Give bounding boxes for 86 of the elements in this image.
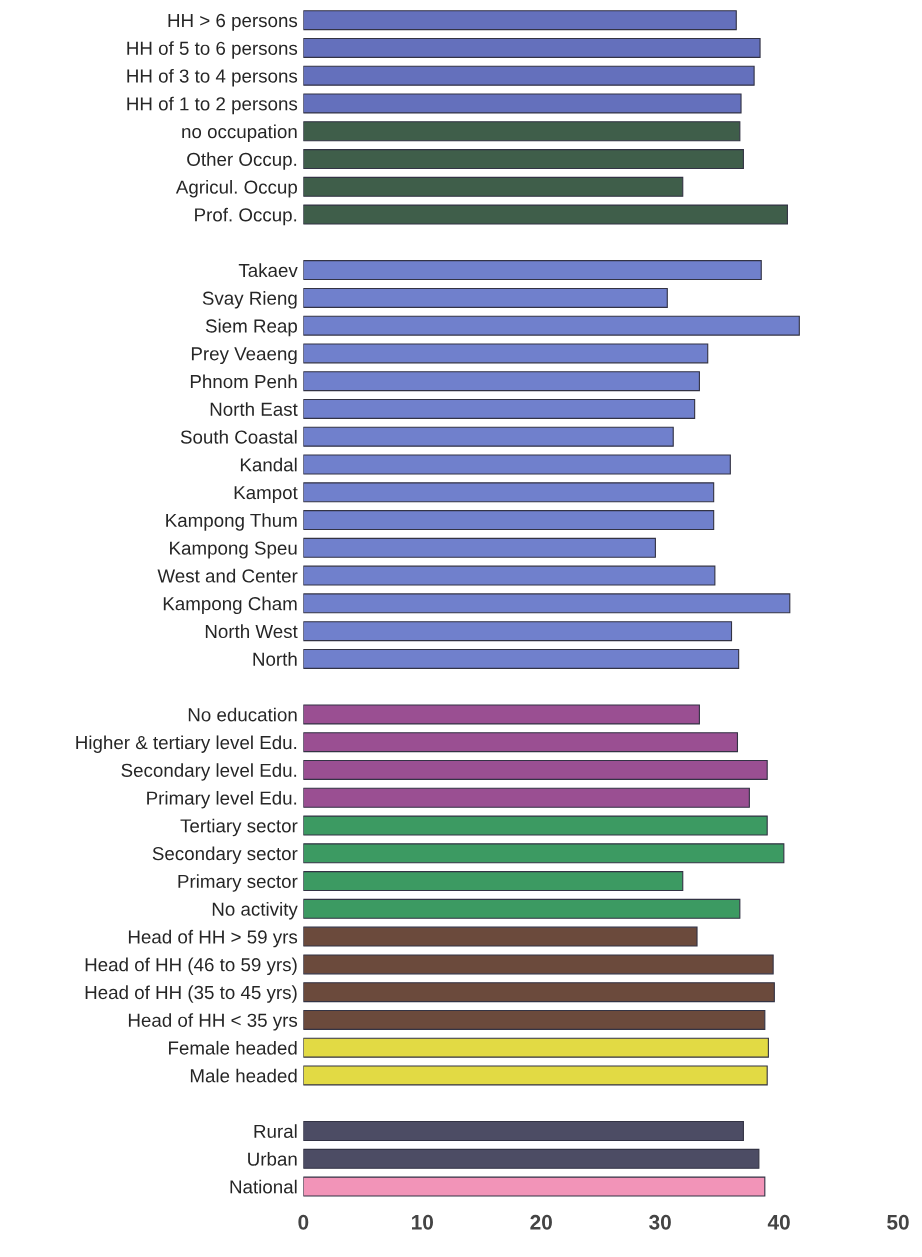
bar (303, 260, 762, 281)
bar (303, 537, 656, 558)
y-tick-label: Primary sector (178, 874, 298, 892)
bar (303, 1009, 766, 1030)
bar (303, 482, 715, 503)
y-tick-label: Primary level Edu. (147, 790, 297, 809)
bar (303, 565, 716, 586)
y-tick-label: Head of HH (46 to 59 yrs) (85, 957, 297, 976)
bar (303, 982, 775, 1003)
y-tick-label: Male headed (190, 1068, 297, 1083)
y-tick-label: Secondary sector (152, 846, 298, 864)
bar (303, 787, 750, 808)
x-tick-label: 20 (530, 1214, 552, 1230)
y-tick-label: HH of 3 to 4 persons (127, 68, 298, 87)
bar (303, 621, 733, 642)
bar (303, 871, 684, 892)
y-tick-label: Kampot (234, 486, 298, 503)
y-tick-label: Head of HH (35 to 45 yrs) (85, 985, 297, 1003)
x-tick-label: 40 (767, 1214, 790, 1230)
bar (303, 176, 684, 197)
bar (303, 10, 737, 31)
bar (303, 149, 744, 170)
bar (303, 593, 791, 614)
y-tick-label: Siem Reap (205, 318, 297, 337)
y-tick-label: Prey Veaeng (191, 347, 297, 365)
bar (303, 759, 768, 780)
bar (303, 371, 700, 392)
y-tick-label: Kampong Thum (166, 513, 297, 531)
y-tick-label: Kampong Cham (163, 596, 297, 615)
y-tick-label: Takaev (238, 263, 298, 278)
bar (303, 315, 800, 336)
y-tick-label: Higher & tertiary level Edu. (76, 735, 297, 753)
bar (303, 1037, 769, 1058)
bar (303, 1065, 768, 1086)
y-tick-label: Rural (254, 1124, 297, 1138)
y-tick-label: Head of HH < 35 yrs (128, 1013, 298, 1031)
bar (303, 1176, 766, 1197)
bar (303, 121, 741, 142)
x-tick-label: 30 (649, 1214, 671, 1230)
bar (303, 898, 741, 919)
y-tick-label: North West (205, 624, 298, 639)
bar (303, 843, 785, 864)
bar (303, 37, 761, 58)
y-tick-label: no occupation (182, 124, 297, 142)
bar (303, 954, 774, 975)
y-tick-label: Kampong Speu (170, 541, 297, 559)
bar (303, 343, 709, 364)
y-tick-label: No education (188, 707, 297, 722)
y-tick-label: West and Center (157, 568, 298, 583)
y-tick-label: South Coastal (180, 429, 297, 444)
bar (303, 287, 668, 308)
bar (303, 815, 768, 836)
bar (303, 93, 742, 114)
bar (303, 732, 739, 753)
y-tick-label: Kandal (240, 457, 297, 472)
bar (303, 204, 788, 225)
bar (303, 1121, 744, 1142)
x-tick-label: 10 (412, 1214, 434, 1230)
y-tick-label: Tertiary sector (180, 818, 298, 837)
y-tick-label: Other Occup. (187, 152, 297, 170)
y-tick-label: National (230, 1179, 297, 1194)
bar (303, 926, 698, 947)
y-tick-label: North (253, 652, 297, 666)
x-tick-label: 0 (298, 1214, 309, 1230)
y-tick-label: North East (210, 402, 298, 416)
bar (303, 648, 740, 669)
y-tick-label: Head of HH > 59 yrs (128, 929, 298, 948)
y-tick-label: Secondary level Edu. (121, 763, 297, 781)
y-tick-label: Female headed (169, 1040, 297, 1055)
y-tick-label: HH > 6 persons (168, 13, 298, 31)
bar (303, 1148, 760, 1169)
bar (303, 704, 700, 725)
y-tick-label: Prof. Occup. (195, 207, 297, 226)
bar (303, 65, 755, 86)
y-tick-label: Agricul. Occup (175, 180, 297, 198)
y-tick-label: Phnom Penh (190, 374, 297, 389)
bar (303, 398, 696, 419)
bar (303, 510, 715, 531)
x-tick-label: 50 (887, 1214, 909, 1230)
y-tick-label: No activity (212, 902, 298, 920)
y-tick-label: Svay Rieng (202, 291, 297, 309)
y-tick-label: HH of 1 to 2 persons (127, 96, 298, 115)
bar (303, 426, 674, 447)
y-tick-label: Urban (248, 1151, 297, 1166)
y-tick-label: HH of 5 to 6 persons (127, 41, 298, 59)
bar (303, 454, 731, 475)
